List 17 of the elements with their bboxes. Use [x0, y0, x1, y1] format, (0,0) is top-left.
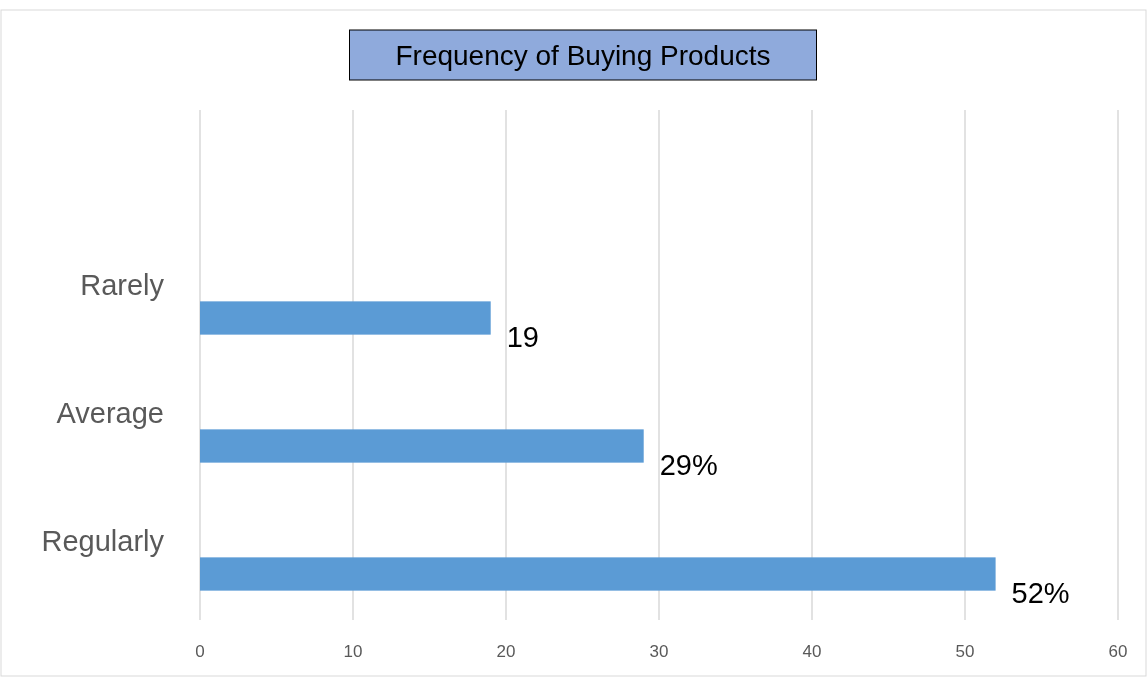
- x-tick-label: 50: [955, 642, 975, 661]
- data-label: 19: [506, 320, 539, 353]
- bar: [200, 557, 996, 591]
- data-label: 52%: [1011, 576, 1070, 609]
- data-label: 29%: [659, 448, 718, 481]
- bar: [200, 301, 491, 335]
- chart-title: Frequency of Buying Products: [395, 40, 771, 71]
- x-tick-label: 60: [1108, 642, 1128, 661]
- bar: [200, 429, 644, 463]
- x-tick-label: 0: [195, 642, 205, 661]
- y-tick-label: Average: [56, 397, 164, 430]
- x-tick-label: 10: [343, 642, 363, 661]
- x-tick-label: 20: [496, 642, 516, 661]
- y-tick-label: Regularly: [41, 525, 165, 558]
- x-tick-label: 30: [649, 642, 669, 661]
- x-tick-label: 40: [802, 642, 822, 661]
- y-tick-label: Rarely: [80, 269, 165, 302]
